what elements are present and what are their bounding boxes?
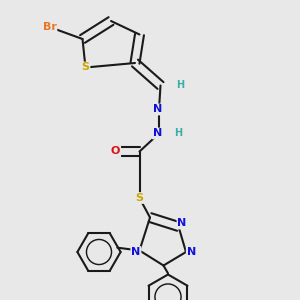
- Text: N: N: [178, 218, 187, 229]
- Text: N: N: [153, 128, 162, 139]
- Text: S: S: [82, 62, 89, 73]
- Text: H: H: [176, 80, 184, 91]
- Text: H: H: [174, 128, 183, 139]
- Text: Br: Br: [43, 22, 56, 32]
- Text: N: N: [153, 104, 162, 115]
- Text: N: N: [131, 247, 140, 257]
- Text: O: O: [111, 146, 120, 157]
- Text: N: N: [187, 247, 196, 257]
- Text: S: S: [136, 193, 143, 203]
